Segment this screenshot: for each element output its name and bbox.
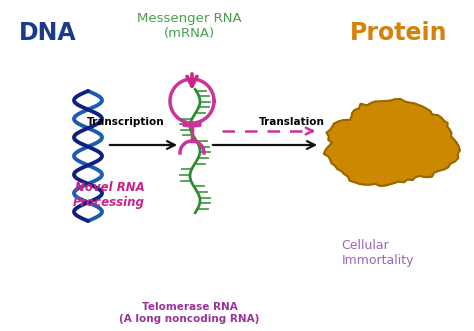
Text: Protein: Protein bbox=[349, 21, 447, 45]
Text: Cellular
Immortality: Cellular Immortality bbox=[341, 239, 414, 267]
Text: Telomerase RNA
(A long noncoding RNA): Telomerase RNA (A long noncoding RNA) bbox=[119, 302, 260, 324]
Text: Novel RNA
Processing: Novel RNA Processing bbox=[73, 181, 145, 209]
Text: DNA: DNA bbox=[18, 21, 76, 45]
Text: Transcription: Transcription bbox=[87, 118, 164, 127]
Text: Messenger RNA
(mRNA): Messenger RNA (mRNA) bbox=[137, 13, 242, 40]
Polygon shape bbox=[324, 99, 460, 186]
Text: Translation: Translation bbox=[259, 118, 324, 127]
